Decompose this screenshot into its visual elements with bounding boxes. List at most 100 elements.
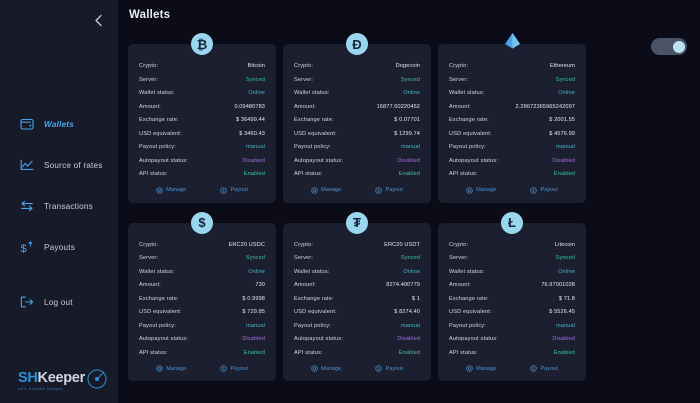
field-value: 8274.400779 [386,282,420,288]
field-value: Enabled [553,171,575,177]
field-label: Wallet status: [449,90,485,96]
usdc-icon: $ [191,211,213,234]
wallet-field-usd-equivalent: USD equivalent: $ 3460.43 [139,131,265,137]
field-value: Enabled [398,171,420,177]
payout-label: Payout [540,365,558,372]
field-value: Disabled [397,157,420,164]
wallet-field-api-status: API status: Enabled [139,350,265,356]
sidebar-item-source-of-rates[interactable]: Source of rates [0,151,118,179]
field-label: Amount: [449,282,471,288]
wallet-field-amount: Amount: 8274.400779 [294,282,420,288]
field-label: Exchange rate: [139,117,179,123]
field-value: Bitcoin [247,63,265,69]
field-label: USD equivalent: [139,309,182,315]
field-value: $ 4576.99 [549,130,575,137]
wallet-card[interactable]: $ Crypto: ERC20 USDC Server: Synced Wallet… [128,211,276,381]
wallet-card[interactable]: ₮ Crypto: ERC20 USDT Server: Synced Wallet… [283,211,431,381]
wallet-field-usd-equivalent: USD equivalent: $ 8274.40 [294,309,420,315]
manage-button[interactable]: Manage [156,186,186,194]
field-label: Autopayout status: [449,157,499,164]
wallet-field-wallet-status: Wallet status: Online [294,90,420,96]
payout-label: Payout [385,187,403,193]
payout-button[interactable]: $ Payout [220,365,248,372]
field-value: $ 729.85 [242,309,265,315]
payout-button[interactable]: $ Payout [530,186,558,194]
dollar-circle-icon: $ [375,365,383,372]
manage-label: Manage [476,187,497,193]
field-value: Disabled [242,157,265,164]
field-label: Server: [139,255,159,261]
field-label: USD equivalent: [449,130,492,137]
display-toggle[interactable] [651,38,687,55]
logo-tagline: self hosted keeper [18,387,64,391]
manage-button[interactable]: Manage [311,186,341,194]
field-value: Synced [245,255,265,261]
wallet-card[interactable]: Ł Crypto: Litecoin Server: Synced Wallet s… [438,211,586,381]
dogecoin-icon: Ð [346,33,368,55]
field-label: Payout policy: [294,322,331,329]
field-label: USD equivalent: [139,130,182,137]
wallet-field-server: Server: Synced [294,77,420,83]
wallet-card[interactable]: Crypto: Ethereum Server: Synced Wallet sta… [438,32,586,203]
field-label: Server: [139,76,159,83]
wallet-field-server: Server: Synced [139,77,265,83]
payout-button[interactable]: $ Payout [375,186,403,194]
svg-text:$: $ [533,188,536,193]
wallet-field-crypto: Crypto: ERC20 USDT [294,242,420,248]
field-value: Enabled [243,349,265,356]
wallet-field-amount: Amount: 2.28672365965242097 [449,104,575,110]
sidebar-item-label: Wallets [44,119,74,129]
field-label: API status: [139,171,168,177]
dollar-circle-icon: $ [530,365,538,372]
wallet-field-usd-equivalent: USD equivalent: $ 4576.99 [449,131,575,137]
field-value: $ 5526.45 [549,309,575,315]
field-label: Amount: [139,282,161,288]
sidebar-collapse-button[interactable] [90,12,106,28]
wallet-field-server: Server: Synced [449,77,575,83]
field-label: Wallet status: [449,268,485,275]
field-value: 16877.60220452 [376,103,420,110]
sidebar-item-transactions[interactable]: Transactions [0,192,118,220]
sidebar-item-logout[interactable]: Log out [0,288,118,316]
field-value: ERC20 USDC [228,241,265,248]
payout-button[interactable]: $ Payout [220,186,248,194]
wallet-field-amount: Amount: 730 [139,282,265,288]
field-value: Disabled [242,336,265,342]
wallet-card[interactable]: Ð Crypto: Dogecoin Server: Synced Wallet s… [283,33,431,203]
manage-button[interactable]: Manage [466,186,497,194]
gear-icon [311,186,318,194]
field-value: Enabled [243,171,265,177]
svg-text:$: $ [223,366,226,371]
manage-button[interactable]: Manage [156,365,186,372]
field-value: Disabled [552,157,575,164]
field-value: Litecoin [554,241,575,248]
field-value: 730 [255,282,265,288]
payout-label: Payout [230,187,248,193]
wallet-field-payout-policy: Payout policy: manual [139,144,265,150]
wallet-field-payout-policy: Payout policy: manual [294,144,420,150]
manage-button[interactable]: Manage [466,365,496,372]
field-label: API status: [294,349,323,356]
ethereum-icon [501,32,523,55]
field-label: Exchange rate: [139,295,179,302]
payout-button[interactable]: $ Payout [530,365,558,372]
field-label: Server: [449,76,469,83]
field-label: Payout policy: [449,322,486,329]
wallet-icon [19,117,34,132]
svg-text:$: $ [20,243,26,254]
payout-button[interactable]: $ Payout [375,365,403,372]
manage-button[interactable]: Manage [311,365,341,372]
wallet-field-autopayout-status: Autopayout status: Disabled [449,158,575,164]
sidebar-item-payouts[interactable]: $ Payouts [0,233,118,261]
field-value: manual [246,144,265,150]
field-value: Disabled [397,336,420,342]
card-actions: Manage $ Payout [294,185,420,194]
gear-icon [466,365,473,372]
main-content: Wallets ₿ Crypto: Bitcoin Server: Synced W… [118,0,700,403]
logo-orbit-icon [84,367,110,396]
card-actions: Manage $ Payout [449,363,575,372]
wallet-field-wallet-status: Wallet status: Online [449,269,575,275]
wallet-field-autopayout-status: Autopayout status: Disabled [139,158,265,164]
sidebar-item-wallets[interactable]: Wallets [0,110,118,138]
wallet-card[interactable]: ₿ Crypto: Bitcoin Server: Synced Wallet st… [128,33,276,203]
